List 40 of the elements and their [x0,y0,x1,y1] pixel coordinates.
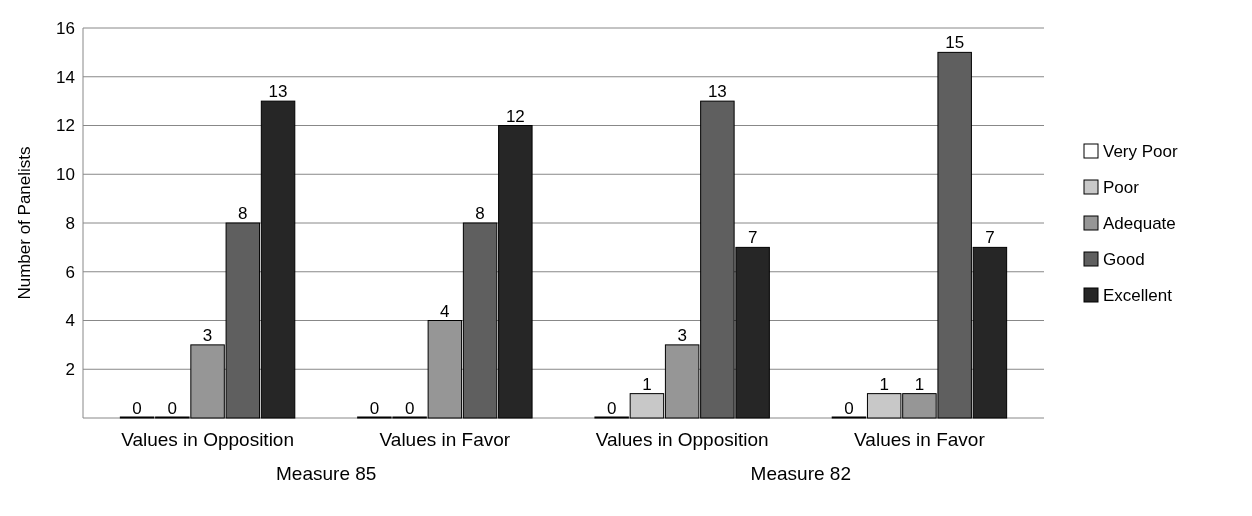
legend-label: Very Poor [1103,141,1178,161]
data-label: 0 [606,399,617,418]
data-label: 1 [914,374,925,394]
data-label: 3 [202,325,213,345]
y-axis-title: Number of Panelists [15,146,34,300]
data-label: 8 [475,204,485,223]
text: Measure 82 [750,463,851,484]
x-tick-label: Values in Opposition [595,429,769,450]
legend-label: Excellent [1103,285,1173,305]
y-tick-label: 6 [65,262,75,282]
y-tick-label: 2 [65,360,75,380]
legend-label: Poor [1103,177,1140,197]
legend-label: Good [1103,249,1145,269]
data-label: 8 [238,204,248,223]
data-label: 0 [167,399,178,418]
data-label: 1 [879,374,889,394]
x-tick-label: Values in Opposition [121,429,295,450]
data-label: 12 [505,106,525,126]
data-label: 13 [268,82,288,102]
y-tick-label: 8 [65,213,75,233]
y-tick-label: 4 [65,311,75,331]
data-label: 4 [440,301,450,321]
text: Measure 85 [276,463,377,484]
y-tick-label: 14 [56,67,75,87]
data-label: 0 [369,399,380,418]
data-label: 15 [945,33,965,53]
data-label: 0 [404,399,415,418]
data-label: 1 [642,374,652,394]
data-label: 3 [677,325,687,345]
y-tick-label: 12 [56,116,75,136]
data-label: 13 [707,82,727,102]
x-tick-label: Values in Favor [379,429,511,450]
y-tick-label: 10 [56,165,75,185]
data-label: 7 [747,228,758,248]
y-tick-label: 16 [56,18,75,38]
data-label: 7 [985,228,995,248]
data-label: 0 [132,399,142,418]
x-tick-label: Values in Favor [854,429,986,450]
data-label: 0 [844,399,854,418]
legend-label: Adequate [1103,213,1176,233]
